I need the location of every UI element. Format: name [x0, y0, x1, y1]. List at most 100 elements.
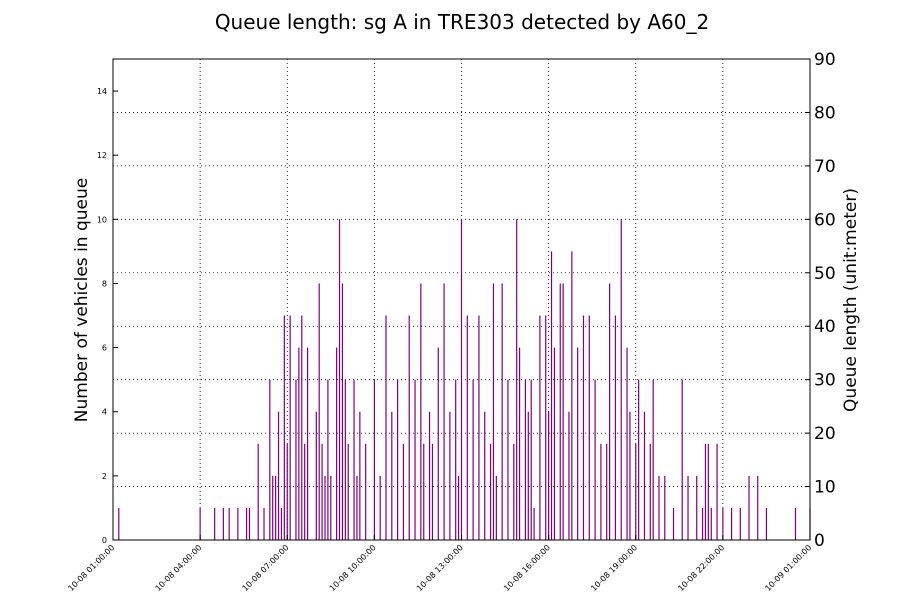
queue-bar — [353, 379, 355, 540]
queue-bar — [489, 443, 492, 540]
queue-bar — [495, 475, 497, 540]
queue-bar — [696, 475, 698, 540]
queue-bar — [295, 379, 297, 540]
y-left-tick-label: 10 — [97, 215, 107, 224]
queue-bar — [701, 507, 704, 540]
queue-bar — [306, 347, 309, 540]
y-left-tick-label: 4 — [102, 408, 107, 417]
queue-bar — [222, 507, 224, 540]
y-right-tick-label: 20 — [814, 424, 836, 444]
queue-bar — [507, 379, 509, 540]
queue-bar — [283, 315, 285, 540]
x-tick-label: 10-08 22:00:00 — [676, 543, 726, 593]
x-tick-label: 10-08 13:00:00 — [415, 543, 465, 593]
queue-bar — [118, 507, 120, 540]
y-right-tick-label: 10 — [814, 478, 836, 498]
queue-bar — [443, 283, 445, 540]
queue-bar — [530, 379, 532, 540]
queue-bar — [449, 411, 451, 540]
queue-bar — [301, 315, 303, 540]
queue-bar — [423, 443, 425, 540]
queue-bar — [420, 283, 422, 540]
queue-bar — [214, 507, 216, 540]
queue-bar — [237, 507, 239, 540]
queue-bar — [414, 379, 416, 540]
y-right-tick-label: 30 — [814, 371, 836, 391]
queue-bar — [518, 347, 521, 540]
x-tick-label: 10-08 19:00:00 — [589, 543, 639, 593]
queue-bar — [588, 315, 590, 540]
y-left-tick-label: 12 — [97, 151, 107, 160]
queue-bar — [757, 475, 759, 540]
x-tick-label: 10-08 01:00:00 — [66, 543, 116, 593]
queue-bar — [341, 283, 344, 540]
queue-bar — [620, 219, 622, 541]
queue-bar — [533, 507, 535, 540]
queue-bar — [652, 379, 654, 540]
queue-bar — [672, 507, 675, 540]
queue-bar — [277, 411, 280, 540]
y-axis-left-label: Number of vehicles in queue — [72, 178, 92, 422]
queue-bar — [365, 443, 367, 540]
queue-bar — [635, 443, 637, 540]
x-tick-label: 10-09 01:00:00 — [763, 543, 813, 593]
queue-bar — [710, 507, 712, 540]
queue-bar — [373, 379, 375, 540]
y-left-tick-label: 0 — [102, 536, 107, 545]
queue-bar — [658, 475, 660, 540]
queue-bar — [562, 283, 564, 540]
queue-bar — [716, 443, 718, 540]
y-right-tick-label: 60 — [814, 210, 836, 230]
queue-bar — [516, 219, 518, 541]
y-right-tick-label: 40 — [814, 317, 836, 337]
queue-bar — [600, 443, 602, 540]
x-tick-label: 10-08 10:00:00 — [328, 543, 378, 593]
queue-bar — [228, 507, 230, 540]
queue-bar — [280, 507, 283, 540]
queue-bar — [527, 411, 529, 540]
y-right-tick-label: 50 — [814, 264, 836, 284]
queue-bar — [431, 443, 434, 540]
queue-bar — [739, 507, 741, 540]
queue-bar — [391, 411, 393, 540]
queue-bar — [545, 315, 547, 540]
x-tick-label: 10-08 16:00:00 — [502, 543, 552, 593]
queue-bar — [748, 475, 750, 540]
queue-bar — [609, 283, 611, 540]
queue-bar — [478, 315, 480, 540]
queue-bar — [408, 315, 410, 540]
queue-bar — [492, 283, 495, 540]
queue-bar — [681, 379, 683, 540]
queue-bar — [347, 443, 349, 540]
chart-title: Queue length: sg A in TRE303 detected by… — [215, 10, 709, 34]
x-tick-label: 10-08 07:00:00 — [241, 543, 291, 593]
queue-bar — [327, 379, 329, 540]
queue-bar — [582, 315, 585, 540]
queue-bar — [472, 379, 474, 540]
queue-bar — [460, 219, 463, 541]
queue-bar — [336, 347, 338, 540]
y-right-tick-label: 70 — [814, 157, 836, 177]
queue-bar — [606, 443, 608, 540]
queue-bar — [559, 283, 561, 540]
queue-bar — [324, 475, 326, 540]
queue-bar — [437, 347, 439, 540]
queue-bar — [245, 507, 248, 540]
queue-bar — [289, 315, 291, 540]
queue-bar — [649, 443, 651, 540]
queue-bar — [457, 475, 460, 540]
x-tick-label: 10-08 04:00:00 — [154, 543, 204, 593]
queue-bar — [513, 443, 515, 540]
y-left-tick-label: 2 — [102, 472, 107, 481]
queue-bar — [304, 443, 306, 540]
queue-bar — [199, 507, 201, 540]
queue-bar — [269, 379, 271, 540]
queue-bar — [272, 475, 274, 540]
y-right-tick-label: 0 — [814, 531, 825, 551]
queue-bar — [722, 507, 724, 540]
queue-bar — [730, 507, 733, 540]
queue-bar — [286, 443, 288, 540]
queue-bar — [568, 411, 570, 540]
queue-bar — [707, 443, 709, 540]
